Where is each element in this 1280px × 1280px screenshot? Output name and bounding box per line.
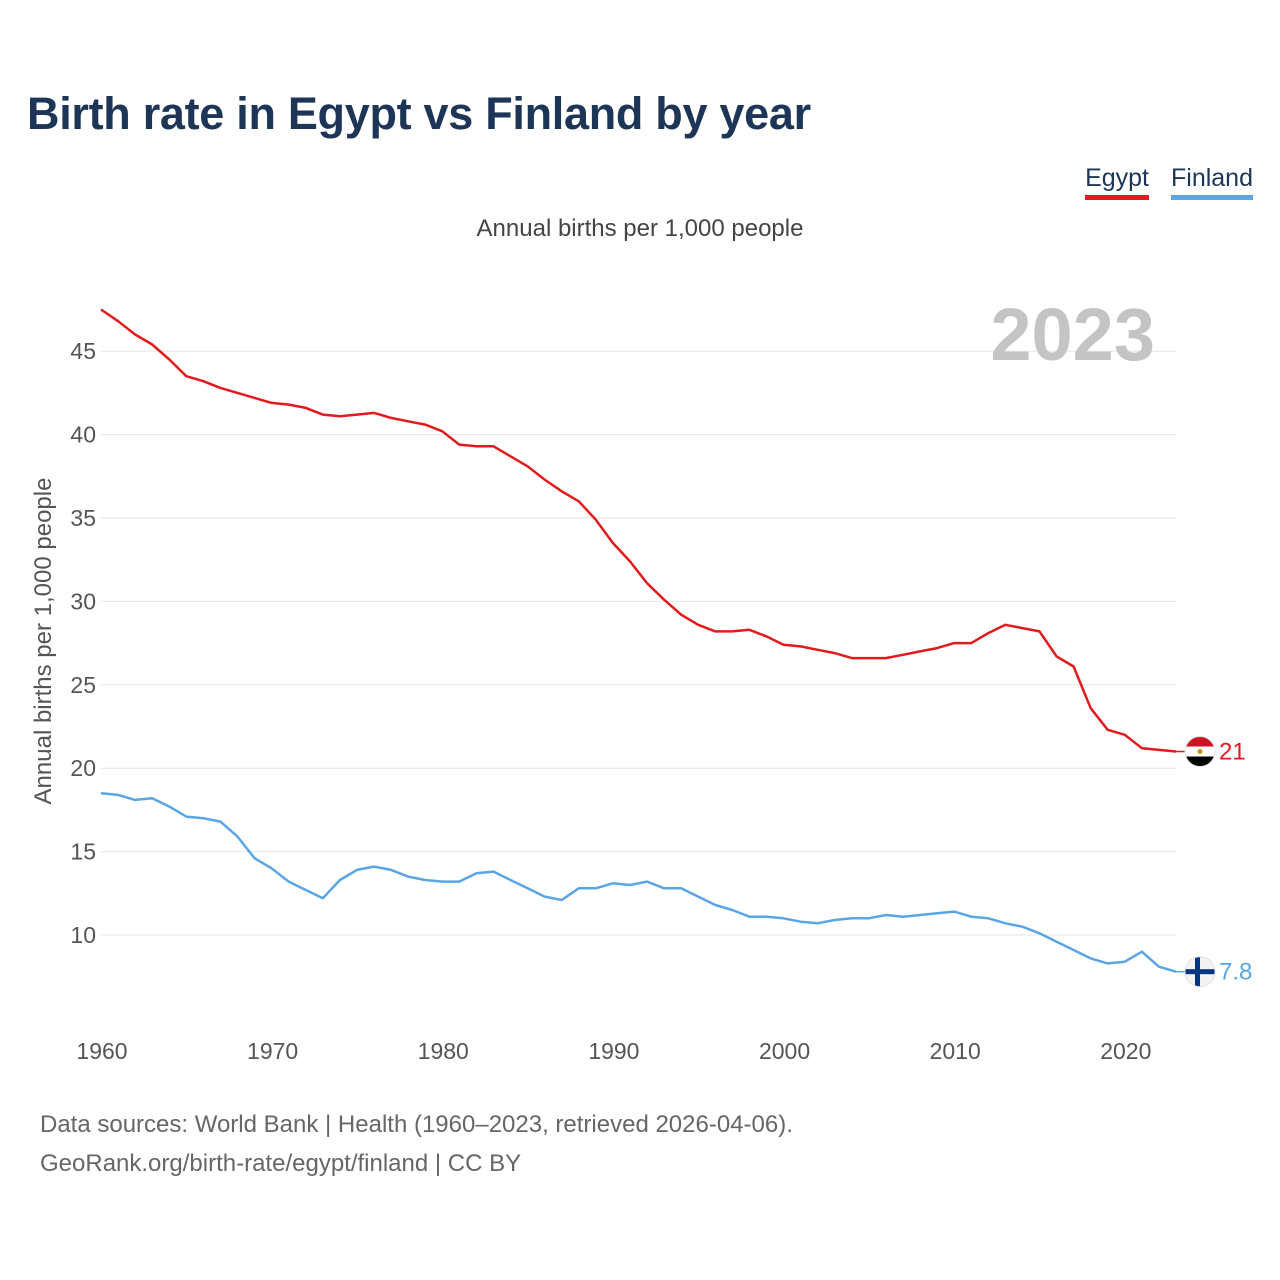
x-tick-label: 1960 [76,1038,127,1064]
series-lines [100,308,1177,973]
legend-item-finland[interactable]: Finland [1171,163,1253,200]
x-tick-label: 1990 [588,1038,639,1064]
source-note: Data sources: World Bank | Health (1960–… [40,1105,793,1183]
x-tick-label: 2000 [759,1038,810,1064]
x-tick-label: 2020 [1100,1038,1151,1064]
gridlines [101,350,1176,936]
end-markers: 217.8 [1176,736,1252,988]
chart-title: Birth rate in Egypt vs Finland by year [27,88,811,139]
y-tick-label: 45 [70,338,96,364]
y-tick-label: 10 [70,922,96,948]
egypt-flag-icon [1184,736,1216,768]
y-tick-label: 15 [70,839,96,865]
x-axis-ticks: 1960 1970 1980 1990 2000 2010 2020 [76,1038,1151,1064]
source-line-2: GeoRank.org/birth-rate/egypt/finland | C… [40,1150,522,1177]
year-badge: 2023 [990,293,1155,376]
series-line-finland [100,791,1177,973]
x-tick-label: 1980 [418,1038,469,1064]
y-tick-label: 30 [70,588,96,614]
y-tick-label: 25 [70,672,96,698]
source-line-1: Data sources: World Bank | Health (1960–… [40,1111,793,1138]
end-value-label-finland: 7.8 [1219,959,1252,986]
legend-item-egypt[interactable]: Egypt [1085,163,1149,200]
finland-flag-icon [1184,956,1216,988]
y-axis-label: Annual births per 1,000 people [30,478,57,805]
chart-subtitle: Annual births per 1,000 people [476,215,804,242]
y-tick-label: 40 [70,422,96,448]
x-tick-label: 2010 [930,1038,981,1064]
x-tick-label: 1970 [247,1038,298,1064]
legend: Egypt Finland [1085,163,1253,200]
y-axis-ticks: 10 15 20 25 30 35 40 45 [70,338,96,948]
y-tick-label: 20 [70,755,96,781]
end-value-label-egypt: 21 [1219,739,1246,766]
series-line-egypt [100,308,1177,753]
y-tick-label: 35 [70,505,96,531]
